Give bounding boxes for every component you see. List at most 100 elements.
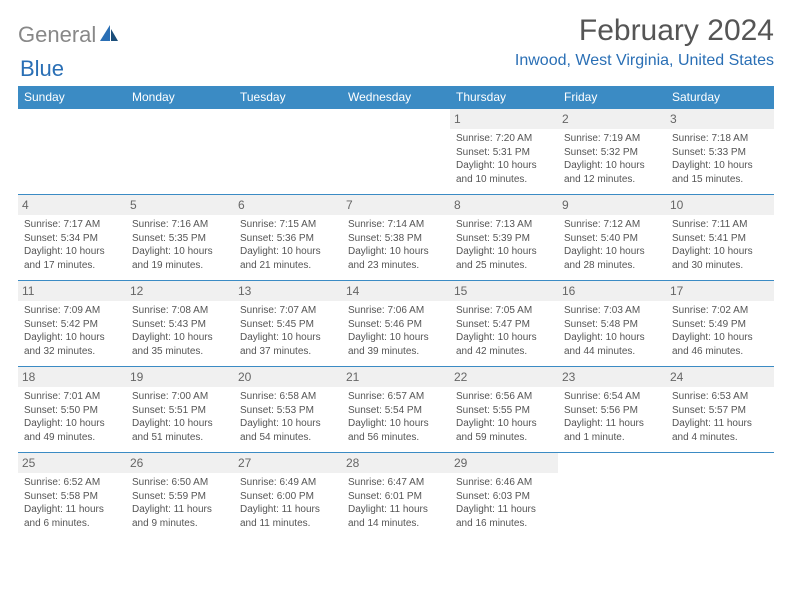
daylight-text: Daylight: 11 hours and 4 minutes. <box>672 417 768 444</box>
day-cell: 28Sunrise: 6:47 AMSunset: 6:01 PMDayligh… <box>342 453 450 539</box>
day-number: 14 <box>342 281 450 301</box>
sunset-text: Sunset: 5:41 PM <box>672 232 768 246</box>
daylight-text: Daylight: 10 hours and 12 minutes. <box>564 159 660 186</box>
day-number: 4 <box>18 195 126 215</box>
sunrise-text: Sunrise: 7:05 AM <box>456 304 552 318</box>
day-cell: 16Sunrise: 7:03 AMSunset: 5:48 PMDayligh… <box>558 281 666 367</box>
day-cell: 2Sunrise: 7:19 AMSunset: 5:32 PMDaylight… <box>558 109 666 195</box>
day-cell <box>234 109 342 195</box>
day-cell: 7Sunrise: 7:14 AMSunset: 5:38 PMDaylight… <box>342 195 450 281</box>
logo-text-general: General <box>18 22 96 48</box>
day-cell: 11Sunrise: 7:09 AMSunset: 5:42 PMDayligh… <box>18 281 126 367</box>
day-cell: 20 Sunrise: 6:58 AMSunset: 5:53 PMDayligh… <box>234 367 342 453</box>
daylight-text: Daylight: 10 hours and 59 minutes. <box>456 417 552 444</box>
sunset-text: Sunset: 5:45 PM <box>240 318 336 332</box>
sunset-text: Sunset: 5:42 PM <box>24 318 120 332</box>
day-header: Wednesday <box>342 86 450 109</box>
day-header: Thursday <box>450 86 558 109</box>
day-header-row: SundayMondayTuesdayWednesdayThursdayFrid… <box>18 86 774 109</box>
sunrise-text: Sunrise: 7:01 AM <box>24 390 120 404</box>
sunset-text: Sunset: 5:51 PM <box>132 404 228 418</box>
sunset-text: Sunset: 5:48 PM <box>564 318 660 332</box>
sunset-text: Sunset: 5:50 PM <box>24 404 120 418</box>
daylight-text: Daylight: 11 hours and 16 minutes. <box>456 503 552 530</box>
day-number: 12 <box>126 281 234 301</box>
sunset-text: Sunset: 6:00 PM <box>240 490 336 504</box>
day-header: Monday <box>126 86 234 109</box>
day-number: 16 <box>558 281 666 301</box>
day-cell: 12Sunrise: 7:08 AMSunset: 5:43 PMDayligh… <box>126 281 234 367</box>
day-number: 15 <box>450 281 558 301</box>
day-number: 13 <box>234 281 342 301</box>
day-number <box>342 109 450 113</box>
day-number: 22 <box>450 367 558 387</box>
daylight-text: Daylight: 11 hours and 1 minute. <box>564 417 660 444</box>
day-number: 24 <box>666 367 774 387</box>
sunrise-text: Sunrise: 7:06 AM <box>348 304 444 318</box>
sunset-text: Sunset: 5:43 PM <box>132 318 228 332</box>
daylight-text: Daylight: 11 hours and 6 minutes. <box>24 503 120 530</box>
day-number: 25 <box>18 453 126 473</box>
day-number: 20 <box>234 367 342 387</box>
day-number: 21 <box>342 367 450 387</box>
daylight-text: Daylight: 10 hours and 54 minutes. <box>240 417 336 444</box>
day-cell: 4Sunrise: 7:17 AMSunset: 5:34 PMDaylight… <box>18 195 126 281</box>
day-number: 18 <box>18 367 126 387</box>
daylight-text: Daylight: 10 hours and 23 minutes. <box>348 245 444 272</box>
sunrise-text: Sunrise: 6:56 AM <box>456 390 552 404</box>
sunset-text: Sunset: 5:35 PM <box>132 232 228 246</box>
day-cell: 13Sunrise: 7:07 AMSunset: 5:45 PMDayligh… <box>234 281 342 367</box>
sunrise-text: Sunrise: 6:57 AM <box>348 390 444 404</box>
week-row: 18 Sunrise: 7:01 AMSunset: 5:50 PM Dayligh… <box>18 367 774 453</box>
day-cell: 17Sunrise: 7:02 AMSunset: 5:49 PMDayligh… <box>666 281 774 367</box>
day-header: Saturday <box>666 86 774 109</box>
sunset-text: Sunset: 5:58 PM <box>24 490 120 504</box>
daylight-text: Daylight: 10 hours and 32 minutes. <box>24 331 120 358</box>
sunset-text: Sunset: 5:49 PM <box>672 318 768 332</box>
sunset-text: Sunset: 5:57 PM <box>672 404 768 418</box>
day-cell: 26 Sunrise: 6:50 AMSunset: 5:59 PMDayligh… <box>126 453 234 539</box>
day-cell: 9Sunrise: 7:12 AMSunset: 5:40 PMDaylight… <box>558 195 666 281</box>
day-cell: 27Sunrise: 6:49 AMSunset: 6:00 PMDayligh… <box>234 453 342 539</box>
sunset-text: Sunset: 6:01 PM <box>348 490 444 504</box>
sunset-text: Sunset: 5:36 PM <box>240 232 336 246</box>
sunrise-text: Sunrise: 6:54 AM <box>564 390 660 404</box>
sunset-text: Sunset: 5:38 PM <box>348 232 444 246</box>
daylight-text: Daylight: 10 hours and 46 minutes. <box>672 331 768 358</box>
daylight-text: Daylight: 11 hours and 9 minutes. <box>132 503 228 530</box>
day-cell <box>18 109 126 195</box>
daylight-text: Daylight: 11 hours and 14 minutes. <box>348 503 444 530</box>
day-number: 19 <box>126 367 234 387</box>
day-cell: 3Sunrise: 7:18 AMSunset: 5:33 PMDaylight… <box>666 109 774 195</box>
sunset-text: Sunset: 5:59 PM <box>132 490 228 504</box>
day-number <box>558 453 666 457</box>
day-cell: 24Sunrise: 6:53 AMSunset: 5:57 PMDayligh… <box>666 367 774 453</box>
daylight-text: Daylight: 10 hours and 21 minutes. <box>240 245 336 272</box>
day-number: 1 <box>450 109 558 129</box>
day-number: 26 <box>126 453 234 473</box>
sunset-text: Sunset: 5:39 PM <box>456 232 552 246</box>
sunset-text: Sunset: 5:54 PM <box>348 404 444 418</box>
logo-text-blue: Blue <box>20 56 64 81</box>
day-cell: 19Sunrise: 7:00 AMSunset: 5:51 PMDayligh… <box>126 367 234 453</box>
sunrise-text: Sunrise: 7:07 AM <box>240 304 336 318</box>
day-number: 17 <box>666 281 774 301</box>
sunrise-text: Sunrise: 6:50 AM <box>132 476 228 490</box>
day-cell: 25Sunrise: 6:52 AMSunset: 5:58 PMDayligh… <box>18 453 126 539</box>
day-cell: 14Sunrise: 7:06 AMSunset: 5:46 PMDayligh… <box>342 281 450 367</box>
daylight-text: Daylight: 10 hours and 17 minutes. <box>24 245 120 272</box>
sunrise-text: Sunrise: 7:15 AM <box>240 218 336 232</box>
sunrise-text: Sunrise: 6:46 AM <box>456 476 552 490</box>
day-cell: 22Sunrise: 6:56 AMSunset: 5:55 PMDayligh… <box>450 367 558 453</box>
day-number <box>126 109 234 113</box>
sunset-text: Sunset: 5:53 PM <box>240 404 336 418</box>
sunrise-text: Sunrise: 7:14 AM <box>348 218 444 232</box>
sunset-text: Sunset: 5:33 PM <box>672 146 768 160</box>
day-number: 11 <box>18 281 126 301</box>
sunrise-text: Sunrise: 6:58 AM <box>240 390 336 404</box>
day-header: Tuesday <box>234 86 342 109</box>
day-cell: 29Sunrise: 6:46 AMSunset: 6:03 PMDayligh… <box>450 453 558 539</box>
day-cell <box>558 453 666 539</box>
day-cell: 8Sunrise: 7:13 AMSunset: 5:39 PMDaylight… <box>450 195 558 281</box>
week-row: 25Sunrise: 6:52 AMSunset: 5:58 PMDayligh… <box>18 453 774 539</box>
